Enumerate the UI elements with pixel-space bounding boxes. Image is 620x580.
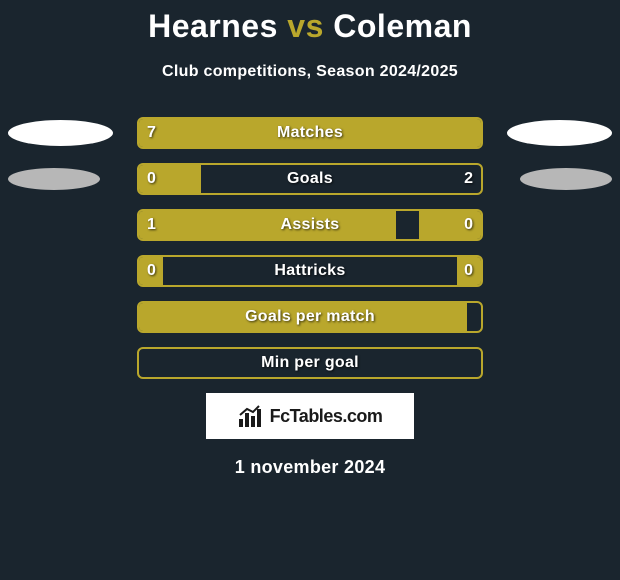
bar-track: 7Matches	[137, 117, 483, 149]
stat-label: Goals per match	[139, 303, 481, 331]
stat-row: 7Matches	[0, 117, 620, 149]
blur-ellipse-left	[8, 168, 100, 190]
stat-row: Goals per match	[0, 301, 620, 333]
stat-label: Hattricks	[139, 257, 481, 285]
player-left-name: Hearnes	[148, 8, 278, 44]
badge-text: FcTables.com	[270, 406, 383, 427]
player-right-name: Coleman	[333, 8, 472, 44]
stats-rows: 7Matches 02Goals 10Assists 00Hattricks Goals…	[0, 117, 620, 379]
stat-label: Matches	[139, 119, 481, 147]
page-title: Hearnes vs Coleman	[0, 0, 620, 45]
bar-track: 02Goals	[137, 163, 483, 195]
bar-track: 10Assists	[137, 209, 483, 241]
bar-track: Goals per match	[137, 301, 483, 333]
blur-ellipse-right	[520, 168, 612, 190]
blur-ellipse-right	[507, 120, 612, 146]
stat-label: Assists	[139, 211, 481, 239]
stat-label: Min per goal	[139, 349, 481, 377]
vs-separator: vs	[287, 8, 324, 44]
stat-row: 10Assists	[0, 209, 620, 241]
subtitle: Club competitions, Season 2024/2025	[0, 63, 620, 81]
bar-track: 00Hattricks	[137, 255, 483, 287]
blur-ellipse-left	[8, 120, 113, 146]
fctables-badge[interactable]: FcTables.com	[206, 393, 414, 439]
date-line: 1 november 2024	[0, 457, 620, 478]
stat-row: 00Hattricks	[0, 255, 620, 287]
stat-row: 02Goals	[0, 163, 620, 195]
bar-track: Min per goal	[137, 347, 483, 379]
chart-icon	[238, 405, 264, 427]
stat-row: Min per goal	[0, 347, 620, 379]
stat-label: Goals	[139, 165, 481, 193]
